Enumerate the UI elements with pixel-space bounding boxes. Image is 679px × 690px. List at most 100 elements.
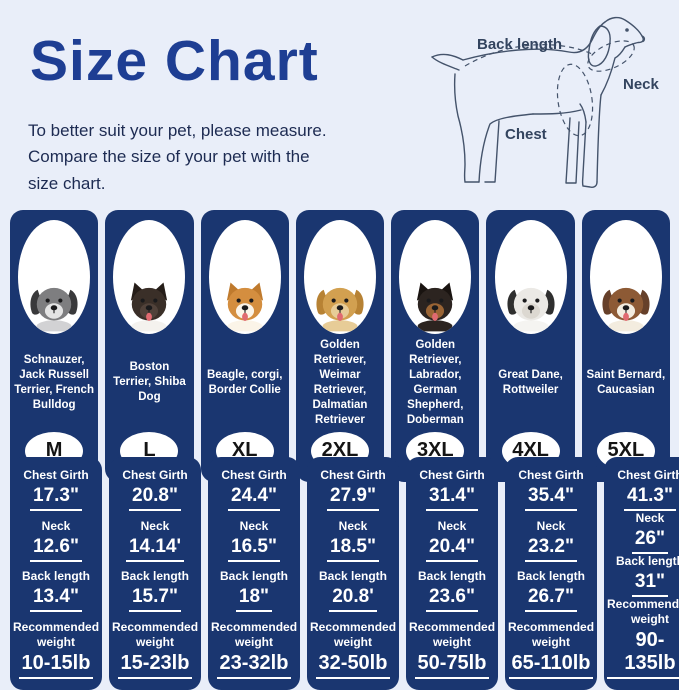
recommended-weight-value: 50-75lb [414, 652, 490, 679]
back-length-group: Back length 13.4" [21, 569, 90, 613]
size-card-XL: Beagle, corgi, Border Collie XL [200, 210, 289, 482]
neck-value: 26" [631, 528, 669, 554]
weight-group: Recommended weight 15-23lb [112, 620, 198, 679]
breed-list: Boston Terrier, Shiba Dog [113, 361, 186, 404]
dog-photo [113, 220, 186, 334]
schnauzer-dog-icon [30, 287, 78, 332]
back-length-group: Back length 15.7" [121, 569, 189, 613]
neck-group: Neck 26" [631, 511, 669, 554]
chest-girth-group: Chest Girth 41.3" [617, 468, 679, 511]
page-title: Size Chart [30, 29, 319, 93]
back-length-group: Back length 31" [616, 554, 679, 597]
saint-bernard-dog-icon [602, 287, 650, 332]
weight-group: Recommended weight 23-32lb [211, 620, 297, 679]
chest-girth-group: Chest Girth 35.4" [518, 468, 584, 511]
neck-group: Neck 12.6" [30, 519, 82, 562]
recommended-weight-value: 15-23lb [117, 652, 193, 679]
golden-retriever-dog-icon [316, 287, 364, 332]
neck-measure-label: Neck [239, 518, 269, 533]
breed-list: Golden Retriever, Labrador, German Sheph… [406, 339, 464, 426]
chest-girth-value: 20.8" [129, 485, 181, 511]
measurements-card-3XL: Chest Girth 31.4" Neck 20.4" Back length… [406, 457, 498, 690]
recommended-weight-label: Recommended weight [409, 619, 496, 649]
size-card-L: Boston Terrier, Shiba Dog L [105, 210, 194, 482]
neck-measure-label: Neck [140, 518, 170, 533]
back-length-value: 20.8' [329, 586, 377, 613]
chest-girth-label: Chest Girth [23, 468, 89, 482]
dog-photo [303, 220, 376, 334]
size-card-4XL: Great Dane, Rottweiler 4XL [486, 210, 575, 482]
neck-group: Neck 18.5" [327, 519, 379, 562]
recommended-weight-value: 10-15lb [18, 652, 94, 679]
measurements-card-L: Chest Girth 20.8" Neck 14.14' Back lengt… [109, 457, 201, 690]
boston-terrier-dog-icon [131, 282, 168, 332]
weight-group: Recommended weight 90-135lb [607, 597, 679, 679]
great-dane-dog-icon [507, 287, 555, 332]
size-card-5XL: Saint Bernard, Caucasian 5XL [581, 210, 670, 482]
chest-girth-label: Chest Girth [320, 468, 386, 482]
intro-text: To better suit your pet, please measure.… [28, 118, 327, 197]
measurements-row: Chest Girth 17.3" Neck 12.6" Back length… [10, 457, 679, 690]
measurements-card-2XL: Chest Girth 27.9" Neck 18.5" Back length… [307, 457, 399, 690]
chest-girth-group: Chest Girth 20.8" [122, 468, 188, 511]
back-length-measure-label: Back length [615, 554, 679, 568]
measurements-card-M: Chest Girth 17.3" Neck 12.6" Back length… [10, 457, 102, 690]
recommended-weight-value: 65-110lb [508, 652, 594, 679]
recommended-weight-label: Recommended weight [310, 619, 397, 649]
neck-group: Neck 16.5" [228, 519, 280, 562]
chest-girth-group: Chest Girth 17.3" [23, 468, 89, 511]
measurements-card-5XL: Chest Girth 41.3" Neck 26" Back length 3… [604, 457, 679, 690]
neck-label: Neck [623, 76, 659, 93]
intro-line-1: To better suit your pet, please measure. [28, 121, 327, 140]
back-length-value: 23.6" [425, 586, 478, 613]
chest-label: Chest [505, 126, 547, 143]
back-length-measure-label: Back length [417, 569, 486, 584]
chest-girth-value: 24.4" [228, 485, 280, 511]
neck-group: Neck 20.4" [426, 519, 478, 562]
chest-girth-group: Chest Girth 31.4" [419, 468, 485, 511]
neck-group: Neck 23.2" [525, 519, 577, 562]
weight-group: Recommended weight 50-75lb [409, 620, 495, 679]
recommended-weight-label: Recommended weight [508, 619, 595, 649]
chest-girth-value: 35.4" [525, 485, 577, 511]
chest-girth-value: 31.4" [426, 485, 478, 511]
breed-list: Saint Bernard, Caucasian [586, 368, 666, 396]
back-length-measure-label: Back length [516, 569, 585, 584]
chest-girth-group: Chest Girth 27.9" [320, 468, 386, 511]
back-length-label: Back length [477, 36, 563, 53]
neck-value: 14.14' [125, 536, 185, 562]
back-length-measure-label: Back length [21, 569, 90, 584]
neck-value: 16.5" [228, 536, 280, 562]
chest-girth-label: Chest Girth [518, 468, 584, 482]
weight-group: Recommended weight 10-15lb [13, 620, 99, 679]
recommended-weight-label: Recommended weight [211, 619, 298, 649]
neck-measure-ellipse [587, 40, 635, 72]
neck-value: 23.2" [525, 536, 577, 562]
back-length-value: 13.4" [29, 586, 82, 613]
size-card-3XL: Golden Retriever, Labrador, German Sheph… [391, 210, 480, 482]
recommended-weight-label: Recommended weight [13, 619, 100, 649]
doberman-dog-icon [417, 282, 454, 332]
dog-photo [18, 220, 91, 334]
neck-measure-label: Neck [437, 518, 467, 533]
neck-value: 18.5" [327, 536, 379, 562]
weight-group: Recommended weight 65-110lb [508, 620, 594, 679]
measurements-card-XL: Chest Girth 24.4" Neck 16.5" Back length… [208, 457, 300, 690]
recommended-weight-label: Recommended weight [607, 597, 679, 626]
chest-girth-label: Chest Girth [617, 468, 679, 482]
intro-line-3: size chart. [28, 173, 106, 193]
weight-group: Recommended weight 32-50lb [310, 620, 396, 679]
neck-value: 12.6" [30, 536, 82, 562]
chest-girth-label: Chest Girth [221, 468, 287, 482]
breed-list: Golden Retriever, Weimar Retriever, Dalm… [312, 339, 368, 426]
chest-measure-ellipse [556, 63, 594, 137]
size-card-2XL: Golden Retriever, Weimar Retriever, Dalm… [295, 210, 385, 482]
dog-photo [589, 220, 662, 334]
chest-girth-group: Chest Girth 24.4" [221, 468, 287, 511]
dog-photo [494, 220, 567, 334]
neck-measure-label: Neck [536, 518, 566, 533]
breed-list: Beagle, corgi, Border Collie [206, 368, 283, 396]
chest-girth-value: 27.9" [327, 485, 379, 511]
size-card-M: Schnauzer, Jack Russell Terrier, French … [10, 210, 99, 482]
